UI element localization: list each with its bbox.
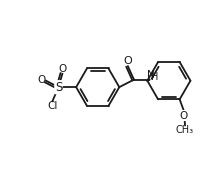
- Text: N: N: [147, 70, 155, 80]
- Text: Cl: Cl: [47, 101, 58, 111]
- Text: S: S: [55, 81, 62, 94]
- Text: H: H: [151, 72, 158, 82]
- Text: O: O: [123, 56, 132, 66]
- Text: O: O: [59, 64, 67, 74]
- Text: O: O: [37, 75, 45, 85]
- Text: O: O: [180, 110, 188, 121]
- Text: CH₃: CH₃: [176, 125, 194, 135]
